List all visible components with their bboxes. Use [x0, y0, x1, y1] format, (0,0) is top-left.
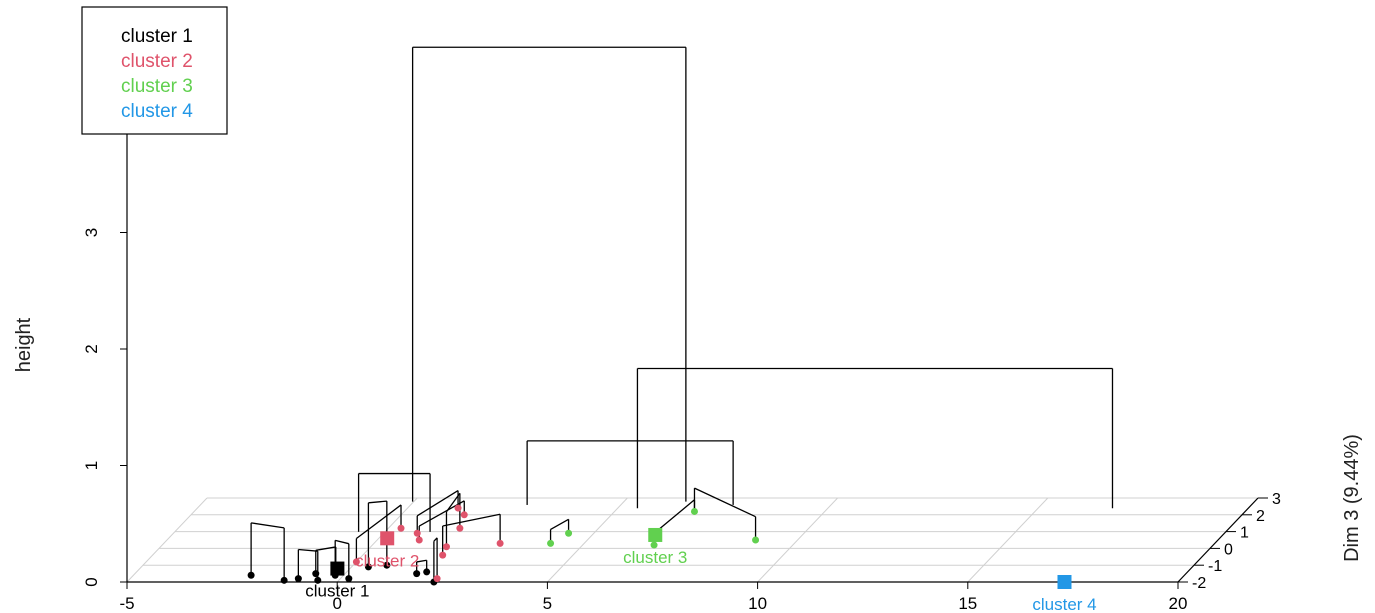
legend-box	[81, 6, 228, 135]
z-tick-label: 1	[1240, 525, 1249, 542]
link-segment	[416, 490, 459, 517]
axis-labels: height Dim 3 (9.44%)	[13, 317, 1363, 562]
data-point	[565, 529, 573, 537]
data-point	[294, 575, 302, 583]
z-tick-label: 0	[1224, 541, 1233, 558]
link-segment	[416, 559, 427, 563]
data-point	[752, 536, 760, 544]
x-tick-label: -5	[119, 594, 134, 613]
data-point	[433, 575, 441, 583]
z-axis-label: Dim 3 (9.44%)	[1341, 434, 1363, 562]
link-segment	[368, 500, 387, 504]
data-point	[496, 539, 504, 547]
grid-line-x	[126, 497, 208, 583]
cluster-center	[380, 531, 395, 546]
link-segment	[442, 513, 501, 527]
data-point	[456, 524, 464, 532]
y-tick-label: 2	[82, 344, 101, 353]
x-tick-label: 10	[748, 594, 767, 613]
z-axis-line	[1177, 497, 1259, 583]
z-tick-label: -1	[1208, 558, 1222, 575]
data-point	[280, 576, 288, 584]
y-tick-label: 3	[82, 228, 101, 237]
data-points: cluster 1 cluster 2 cluster 3 cluster 4	[247, 504, 1097, 613]
data-point	[413, 570, 421, 578]
grid-line-x	[757, 497, 838, 583]
cluster-center	[330, 561, 345, 576]
link-segment	[335, 539, 349, 545]
z-tick-label: 2	[1256, 508, 1265, 525]
data-point	[439, 551, 447, 559]
link-segment	[418, 500, 465, 527]
data-point	[690, 507, 698, 515]
legend-entry: cluster 3	[121, 76, 193, 97]
data-point	[547, 539, 555, 547]
legend-entry: cluster 1	[121, 26, 193, 47]
cluster-center	[648, 527, 663, 542]
legend-entry: cluster 2	[121, 51, 193, 72]
link-segment	[550, 518, 569, 530]
data-point	[314, 576, 322, 584]
data-point	[650, 541, 658, 549]
link-segment	[445, 492, 461, 513]
cluster-center	[1057, 575, 1072, 589]
y-tick-label: 0	[82, 577, 101, 586]
x-tick-label: 15	[958, 594, 977, 613]
data-point	[383, 561, 391, 569]
grid-line-x	[336, 497, 418, 583]
link-segment	[315, 546, 336, 551]
grid-line-x	[967, 497, 1049, 583]
data-point	[415, 536, 423, 544]
z-tick-label: -2	[1192, 575, 1206, 592]
x-tick-label: 0	[332, 594, 341, 613]
y-axis-label: height	[13, 317, 35, 372]
data-point	[345, 575, 353, 583]
cluster-center-label: cluster 4	[1032, 595, 1096, 613]
data-point	[352, 558, 360, 566]
data-point	[454, 504, 462, 512]
cluster-center-label: cluster 1	[305, 582, 369, 601]
dendrogram-links	[250, 46, 1114, 582]
grid-line-x	[547, 497, 628, 583]
y-tick-label: 1	[82, 461, 101, 470]
data-point	[460, 511, 468, 519]
data-point	[312, 570, 320, 578]
data-point	[397, 524, 405, 532]
cluster-center-label: cluster 2	[355, 551, 419, 570]
x-tick-label: 5	[543, 594, 552, 613]
legend-entry: cluster 4	[121, 101, 193, 122]
link-segment	[433, 537, 438, 542]
data-point	[413, 529, 421, 537]
cluster-center-label: cluster 3	[623, 548, 687, 567]
link-segment	[298, 548, 318, 552]
x-tick-label: 20	[1169, 594, 1188, 613]
link-segment	[251, 522, 285, 529]
link-segment	[653, 499, 695, 534]
link-segment	[356, 504, 402, 540]
data-point	[442, 543, 450, 551]
data-point	[364, 563, 372, 571]
data-point	[247, 571, 255, 579]
legend: cluster 1 cluster 2 cluster 3 cluster 4	[81, 6, 228, 135]
link-segment	[694, 487, 756, 518]
z-tick-label: 3	[1272, 491, 1281, 508]
data-point	[423, 568, 431, 576]
